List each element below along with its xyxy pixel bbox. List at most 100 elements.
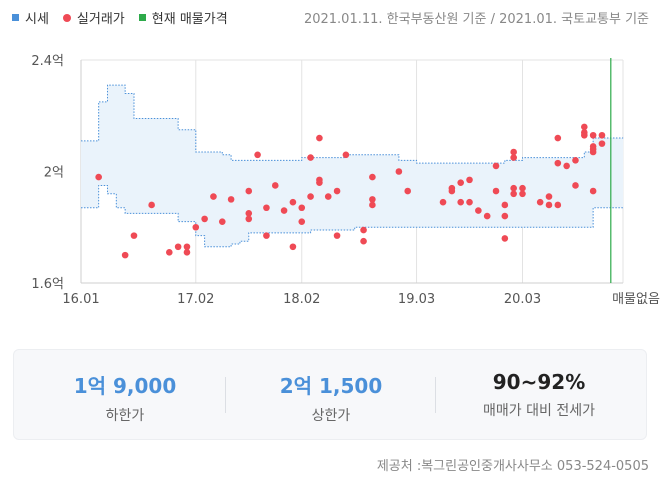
trade-point [369, 173, 376, 181]
price-band-upper-line [81, 84, 624, 164]
y-tick-label: 2억 [44, 166, 64, 181]
trade-point [563, 162, 570, 170]
trade-point [298, 204, 306, 212]
trade-point [166, 249, 173, 256]
x-tick-label: 18.02 [283, 292, 320, 307]
stat-ratio-label: 매매가 대비 전세가 [483, 403, 595, 419]
trade-point [510, 148, 517, 156]
trade-point [360, 226, 367, 234]
legend-label-price-band: 시세 [25, 12, 49, 27]
trade-point [307, 154, 314, 161]
stat-ratio-value: 90~92% [492, 370, 586, 394]
trade-point [174, 243, 182, 251]
trade-point [271, 182, 279, 189]
trade-point [280, 207, 288, 214]
trade-point [307, 193, 314, 200]
trade-point [245, 210, 253, 217]
trade-point [501, 212, 509, 220]
legend-label-current-listing: 현재 매물가격 [151, 12, 228, 27]
trade-point [492, 162, 500, 170]
x-tick-label: 20.03 [504, 292, 541, 307]
trade-point [572, 157, 579, 164]
trade-point [536, 198, 544, 206]
stat-upper-label: 상한가 [311, 408, 351, 424]
trade-point [589, 187, 597, 195]
trade-point [316, 134, 323, 142]
trade-point [457, 179, 464, 186]
legend-item-actual-trades[interactable]: 실거래가 [62, 8, 125, 27]
legend-item-price-band[interactable]: 시세 [12, 8, 49, 27]
stat-lower-price: 1억 9,000 하한가 [20, 370, 230, 425]
trade-point [298, 218, 306, 225]
stat-divider [435, 377, 436, 413]
trade-point [581, 123, 588, 131]
stat-upper-value: 2억 1,500 [279, 374, 383, 398]
legend: 시세 실거래가 현재 매물가격 [12, 8, 242, 27]
x-tick-label: 17.02 [177, 292, 214, 307]
trade-point [501, 201, 509, 209]
trade-point [510, 184, 517, 192]
x-tick-label: 19.03 [398, 292, 435, 307]
trade-point [545, 201, 553, 209]
stat-jeonse-ratio: 90~92% 매매가 대비 전세가 [434, 370, 644, 420]
trade-point [148, 201, 155, 209]
y-tick-label: 2.4억 [31, 54, 64, 69]
trade-point [263, 204, 270, 212]
trade-point [589, 131, 597, 139]
trade-point [572, 182, 579, 189]
y-tick-label: 1.6억 [31, 277, 64, 292]
trade-point [483, 212, 491, 220]
trade-point [289, 243, 297, 251]
trade-point [183, 243, 191, 251]
trade-point [227, 196, 235, 203]
stat-upper-price: 2억 1,500 상한가 [226, 370, 436, 425]
trade-point [333, 232, 341, 239]
stat-lower-value: 1억 9,000 [73, 374, 177, 398]
trade-point [360, 237, 367, 245]
trade-point [466, 176, 473, 184]
trade-point [324, 193, 332, 200]
trade-point [316, 179, 323, 186]
trade-point [201, 215, 208, 223]
trade-point [130, 232, 138, 239]
trade-point [492, 187, 500, 195]
trade-point [210, 193, 217, 200]
stat-lower-label: 하한가 [105, 408, 145, 424]
legend-swatch-current-listing [138, 14, 146, 21]
trade-point [501, 235, 509, 242]
trade-point [342, 151, 350, 159]
trade-point [519, 184, 526, 192]
legend-swatch-price-band [12, 14, 19, 21]
legend-label-actual-trades: 실거래가 [76, 12, 125, 27]
x-tick-label: 16.01 [62, 292, 99, 307]
trade-point [245, 187, 253, 195]
trade-point [598, 131, 606, 139]
trade-point [245, 215, 253, 223]
trade-point [333, 187, 341, 195]
trade-point [457, 198, 464, 206]
trade-point [254, 151, 261, 159]
trade-point [510, 154, 517, 161]
trade-point [545, 193, 553, 200]
trade-point [183, 249, 191, 256]
trade-point [554, 159, 562, 167]
trade-point [519, 190, 526, 198]
trade-point [263, 232, 270, 239]
trade-point [448, 187, 456, 195]
trade-point [369, 196, 376, 203]
trade-point [554, 134, 562, 142]
provider-info: 제공처 :복그린공인중개사사무소 053-524-0505 [376, 459, 649, 474]
trade-point [369, 201, 376, 209]
trade-point [95, 173, 102, 181]
trade-point [439, 198, 447, 206]
price-band-area [81, 85, 624, 247]
trade-point [581, 131, 588, 139]
trade-point [192, 223, 200, 231]
trade-point [121, 251, 129, 259]
trade-point [554, 201, 562, 209]
trade-point [510, 190, 517, 198]
legend-item-current-listing[interactable]: 현재 매물가격 [138, 8, 228, 27]
trade-point [598, 140, 606, 147]
trade-point [475, 207, 482, 214]
